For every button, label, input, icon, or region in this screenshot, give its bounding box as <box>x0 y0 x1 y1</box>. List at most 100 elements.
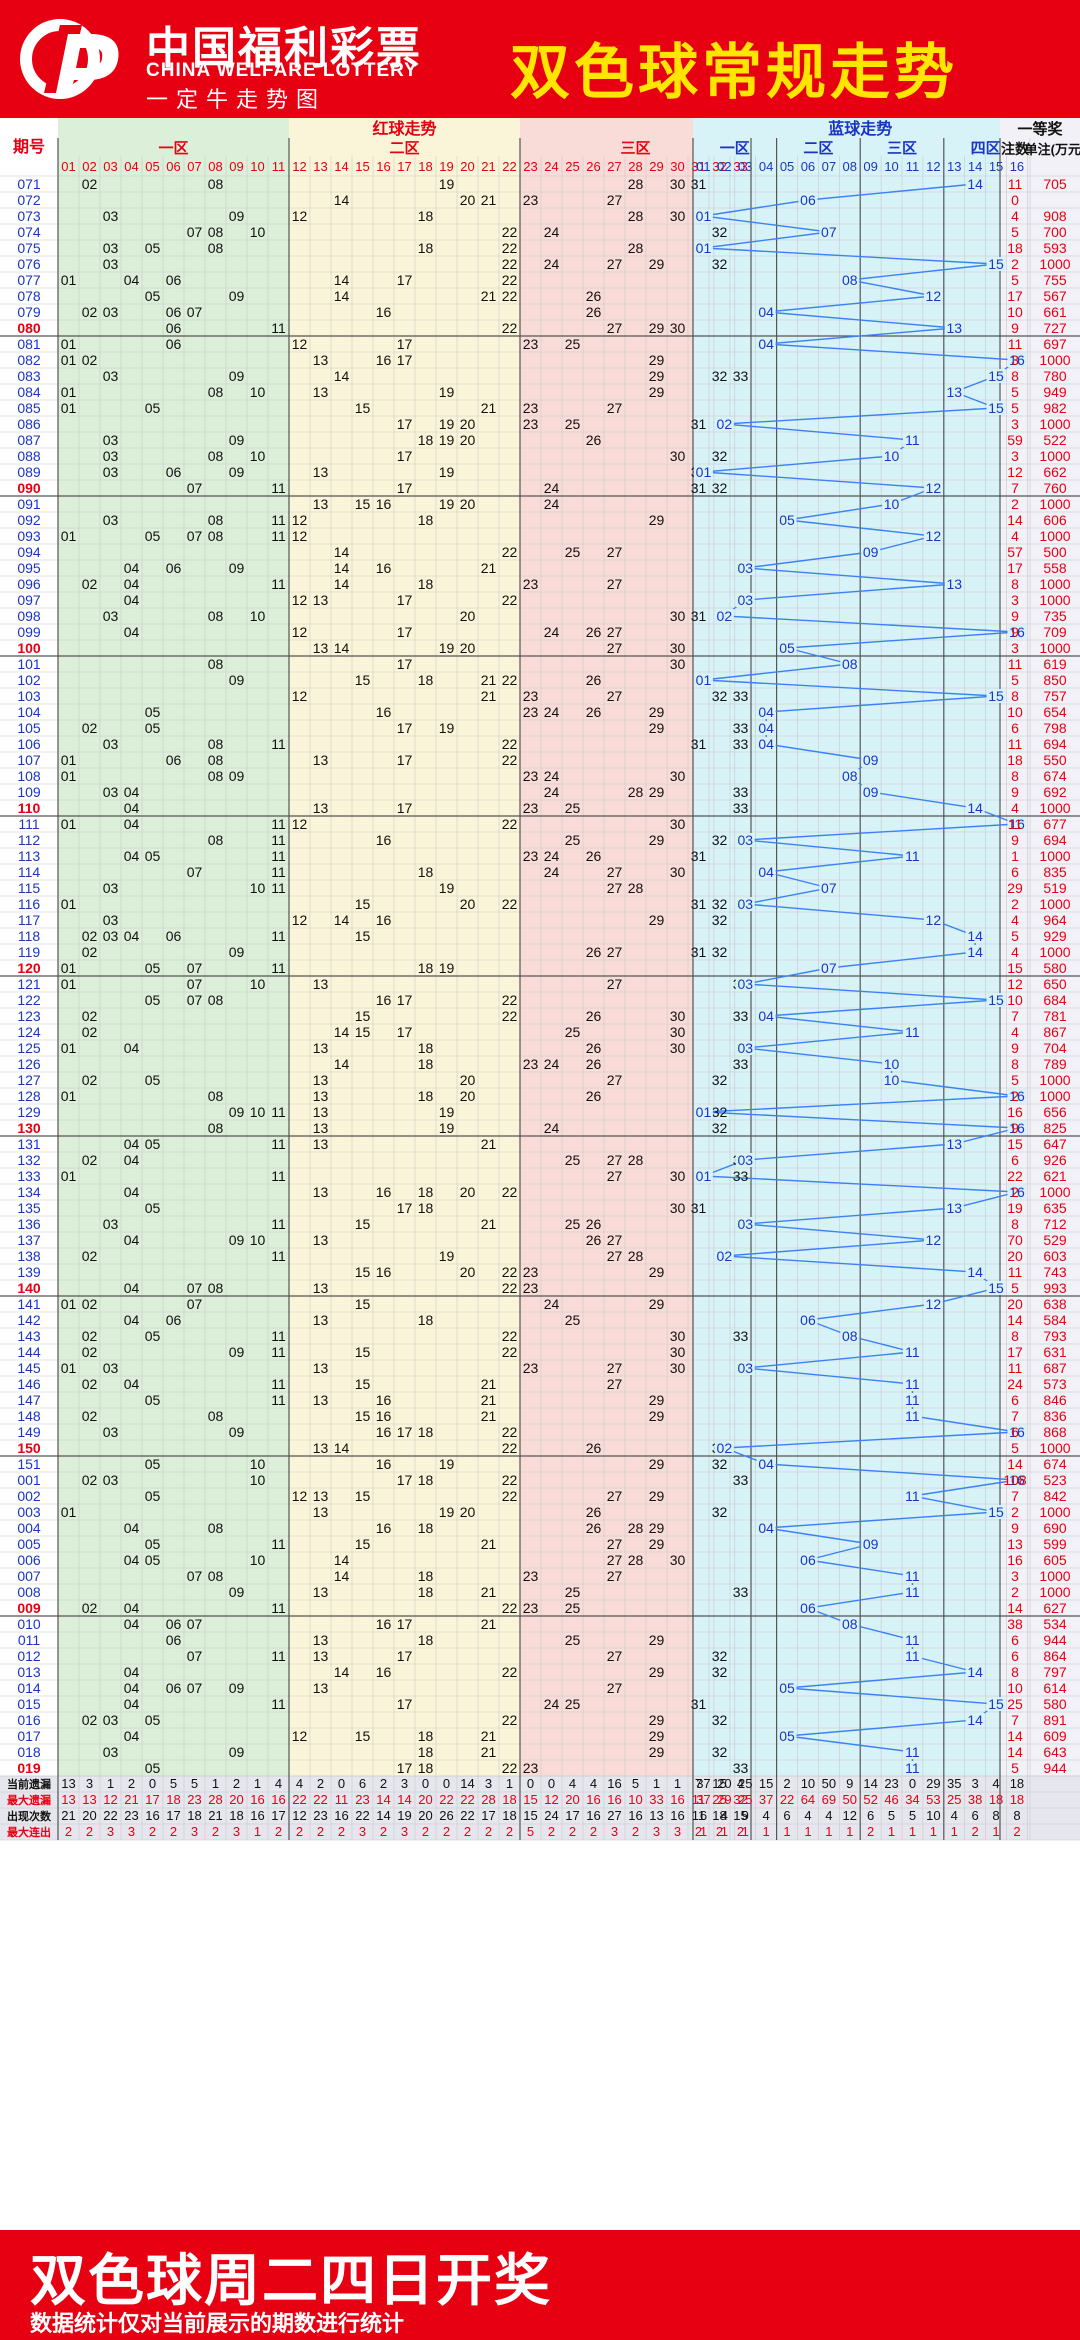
stats-value: 1 <box>804 1824 811 1839</box>
period-cell: 135 <box>17 1200 41 1216</box>
red-ball: 16 <box>376 1520 392 1536</box>
red-ball: 13 <box>313 1360 329 1376</box>
red-ball: 29 <box>649 1264 665 1280</box>
blue-ball-bg <box>903 1745 922 1759</box>
red-ball: 19 <box>439 432 455 448</box>
period-cell: 151 <box>17 1456 41 1472</box>
red-ball: 09 <box>229 1680 245 1696</box>
blue-ball-bg <box>986 401 1006 415</box>
blue-ball: 16 <box>1009 1184 1025 1200</box>
red-ball: 22 <box>502 992 518 1008</box>
red-ball: 12 <box>292 512 308 528</box>
blue-ball-bg <box>1007 1089 1027 1103</box>
red-ball: 05 <box>145 1712 161 1728</box>
prize-notes-cell: 17 <box>1007 560 1023 576</box>
stats-value: 37 <box>696 1792 710 1807</box>
stats-value: 16 <box>250 1808 264 1823</box>
blue-ball-bg <box>735 1217 755 1231</box>
period-cell: 093 <box>17 528 41 544</box>
red-ball: 18 <box>418 1472 434 1488</box>
stats-value: 5 <box>909 1808 916 1823</box>
blue-number-header: 08 <box>843 159 857 174</box>
prize-amount-cell: 1000 <box>1039 416 1070 432</box>
red-ball: 13 <box>313 1392 329 1408</box>
red-ball: 09 <box>229 432 245 448</box>
prize-amount-cell: 522 <box>1043 432 1067 448</box>
blue-ball: 01 <box>696 208 712 224</box>
blue-ball-bg <box>903 1569 922 1583</box>
blue-ball-bg <box>694 209 713 223</box>
blue-ball-bg <box>1007 625 1027 639</box>
blue-ball-bg <box>944 385 964 399</box>
red-number-header: 20 <box>460 159 474 174</box>
stats-value: 1 <box>930 1824 937 1839</box>
blue-ball: 04 <box>758 864 774 880</box>
blue-ball-bg <box>714 1441 734 1455</box>
red-ball: 29 <box>649 1712 665 1728</box>
prize-amount-cell: 835 <box>1043 864 1067 880</box>
red-ball: 20 <box>460 1504 476 1520</box>
red-ball: 30 <box>670 208 686 224</box>
red-ball: 13 <box>313 1488 329 1504</box>
red-ball: 24 <box>544 784 560 800</box>
period-cell: 073 <box>17 208 41 224</box>
red-ball: 32 <box>712 1072 728 1088</box>
red-ball: 16 <box>376 1616 392 1632</box>
prize-notes-cell: 20 <box>1007 1296 1023 1312</box>
red-ball: 19 <box>439 176 455 192</box>
red-ball: 30 <box>670 864 686 880</box>
red-ball: 11 <box>271 1696 286 1712</box>
red-ball: 03 <box>103 432 119 448</box>
red-ball: 04 <box>124 1184 140 1200</box>
red-ball: 18 <box>418 1584 434 1600</box>
prize-notes-cell: 6 <box>1011 864 1019 880</box>
red-ball: 13 <box>313 1632 329 1648</box>
stats-value: 18 <box>1010 1792 1024 1807</box>
prize-amount-cell: 1000 <box>1039 352 1070 368</box>
red-ball: 31 <box>691 944 707 960</box>
prize-notes-cell: 10 <box>1007 992 1023 1008</box>
prize-amount-cell: 944 <box>1043 1632 1067 1648</box>
prize-notes-cell: 11 <box>1008 656 1023 672</box>
red-ball: 28 <box>628 1520 644 1536</box>
blue-ball-bg <box>756 305 776 319</box>
prize-notes-cell: 6 <box>1011 1392 1019 1408</box>
blue-ball: 11 <box>905 1744 920 1760</box>
stats-value: 2 <box>317 1824 324 1839</box>
stats-value: 25 <box>712 1792 726 1807</box>
red-ball: 21 <box>481 1392 497 1408</box>
period-cell: 123 <box>17 1008 41 1024</box>
red-ball: 04 <box>124 1520 140 1536</box>
red-ball: 17 <box>397 800 413 816</box>
blue-ball-bg <box>735 1041 755 1055</box>
stats-value: 37 <box>696 1776 710 1791</box>
red-ball: 25 <box>565 1600 581 1616</box>
blue-number-header: 14 <box>968 159 982 174</box>
blue-ball: 13 <box>946 384 962 400</box>
stats-value: 1 <box>674 1776 681 1791</box>
red-ball: 05 <box>145 1392 161 1408</box>
prize-amount-cell: 926 <box>1043 1152 1067 1168</box>
prize-amount-cell: 619 <box>1043 656 1067 672</box>
red-ball: 25 <box>565 1312 581 1328</box>
red-ball: 07 <box>187 304 203 320</box>
blue-number-header: 13 <box>947 159 961 174</box>
red-ball: 18 <box>418 1088 434 1104</box>
red-ball: 16 <box>376 1392 392 1408</box>
red-ball: 21 <box>481 1728 497 1744</box>
stats-value: 23 <box>355 1792 369 1807</box>
red-ball: 03 <box>103 464 119 480</box>
blue-ball-bg <box>694 241 713 255</box>
stats-value: 17 <box>271 1808 285 1823</box>
red-ball: 22 <box>502 1600 518 1616</box>
red-ball: 29 <box>649 1728 665 1744</box>
red-ball: 21 <box>481 192 497 208</box>
stats-value: 26 <box>439 1808 453 1823</box>
red-number-header: 19 <box>439 159 453 174</box>
red-ball: 06 <box>166 304 182 320</box>
blue-ball: 14 <box>967 1712 983 1728</box>
prize-amount-cell: 712 <box>1043 1216 1067 1232</box>
prize-notes-cell: 5 <box>1011 1440 1019 1456</box>
blue-ball: 01 <box>696 464 712 480</box>
red-number-header: 05 <box>145 159 159 174</box>
